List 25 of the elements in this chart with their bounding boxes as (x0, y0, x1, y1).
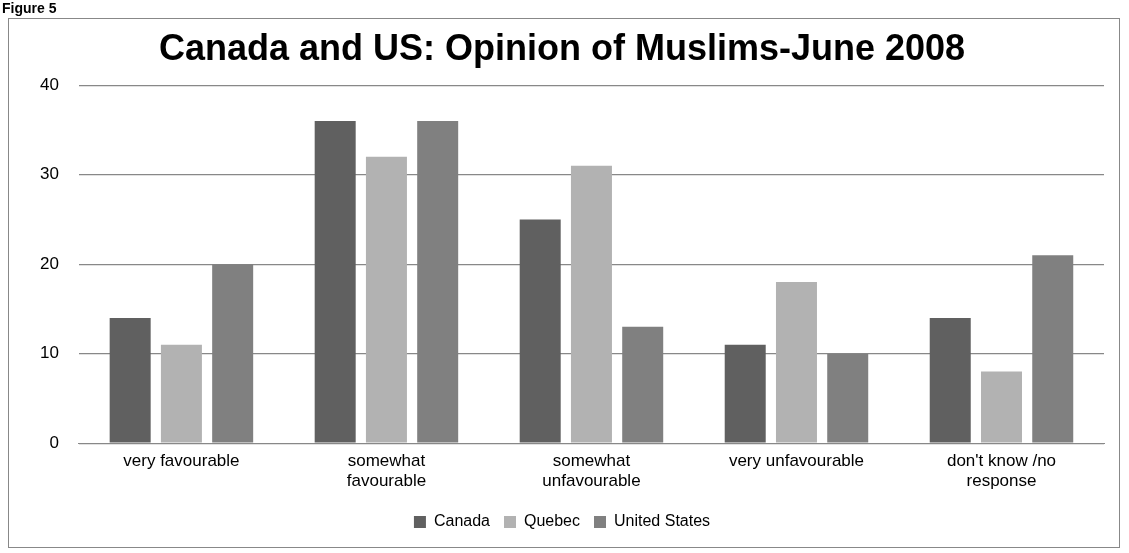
x-tick-label: don't know /no response (946, 451, 1057, 491)
y-tick-label: 10 (39, 343, 59, 363)
y-tick-label: 0 (49, 432, 59, 452)
caption: Figure 5 (2, 0, 57, 16)
bar (570, 165, 612, 443)
x-tick-label: somewhat favourable (346, 451, 427, 491)
y-tick-label: 20 (39, 253, 59, 273)
legend-label: Canada (433, 512, 491, 530)
chart-title: Canada and US: Opinion of Muslims-June 2008 (158, 26, 966, 68)
y-tick-label: 30 (39, 164, 59, 184)
legend-label: United States (614, 512, 711, 530)
bar (160, 344, 202, 443)
x-tick-label: very unfavourable (728, 451, 865, 471)
bar (980, 371, 1022, 443)
bar (314, 121, 356, 443)
bar (929, 317, 971, 443)
bar (109, 317, 151, 443)
bar (724, 344, 766, 443)
bar (775, 282, 817, 443)
bar (519, 219, 561, 443)
legend-label: Quebec (523, 512, 581, 530)
y-tick-label: 40 (39, 74, 59, 94)
bar (365, 156, 407, 443)
x-tick-label: very favourable (123, 451, 240, 471)
x-tick-label: somewhat unfavourable (542, 451, 641, 491)
